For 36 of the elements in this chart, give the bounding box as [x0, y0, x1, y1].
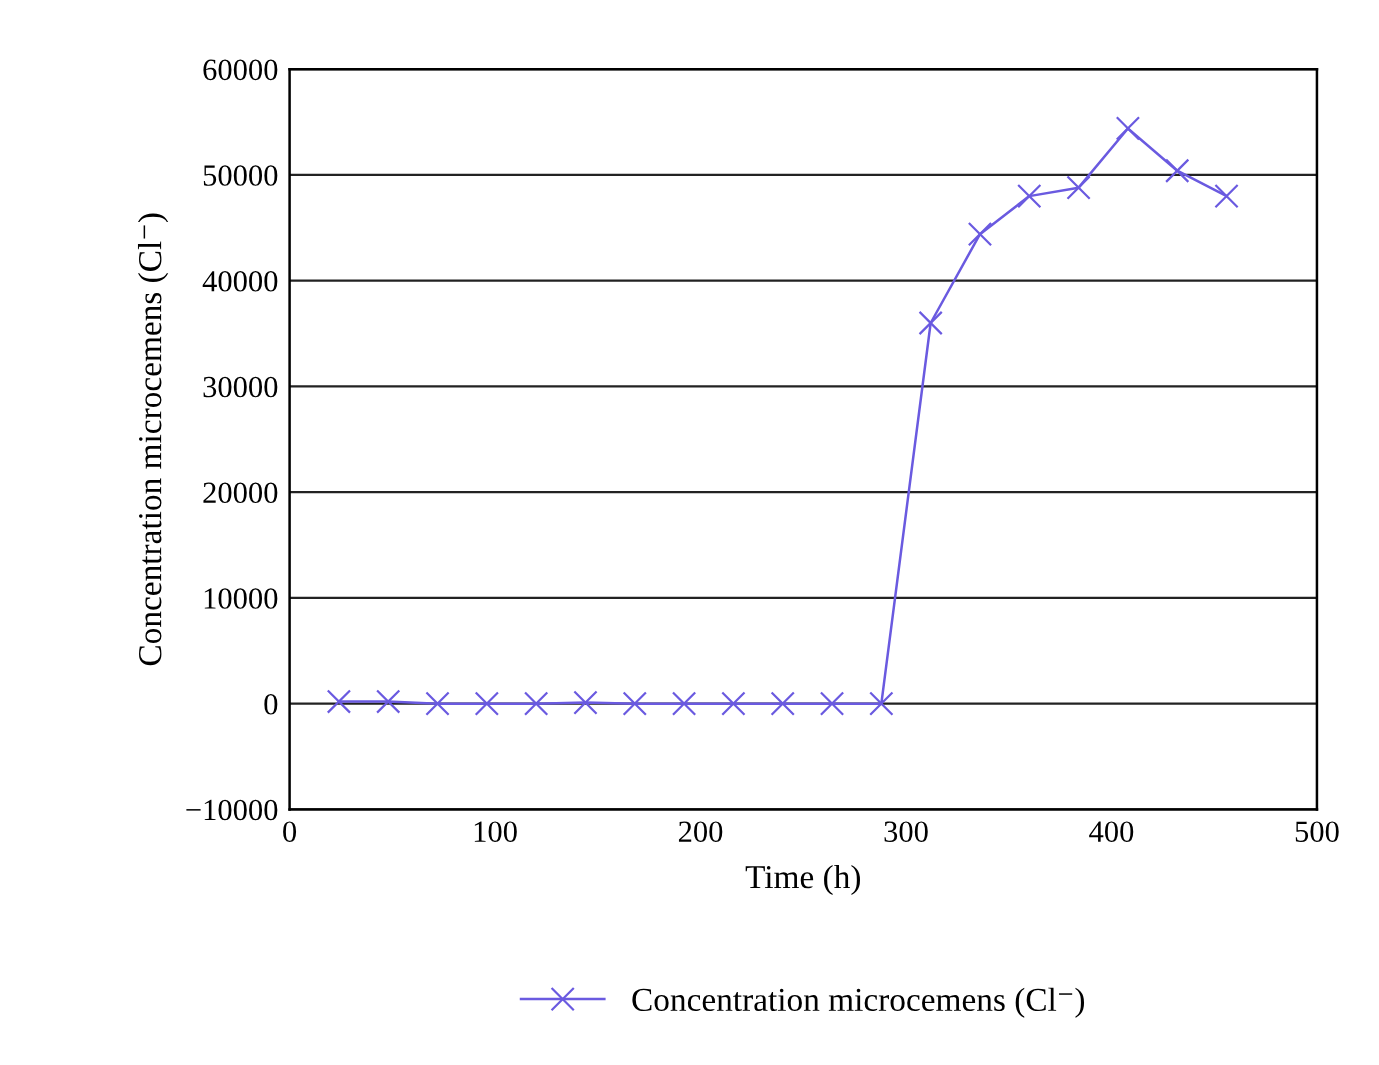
- point: [1214, 183, 1239, 209]
- point: [573, 690, 598, 715]
- x-tick-label: 400: [1089, 821, 1134, 843]
- point: [1165, 158, 1190, 183]
- y-tick-label: −10000: [186, 799, 278, 821]
- y-tick-label: 0: [264, 693, 278, 715]
- x-tick-label: 100: [474, 821, 517, 843]
- x-tick-label: 200: [678, 821, 723, 843]
- y-tick-label: 60000: [203, 59, 278, 81]
- point: [1017, 183, 1042, 209]
- point: [869, 691, 894, 716]
- point: [326, 689, 352, 714]
- y-tick-label: 40000: [202, 270, 278, 292]
- y-tick-label: 50000: [203, 165, 278, 186]
- point: [523, 691, 549, 716]
- point: [425, 691, 450, 716]
- y-axis-title: Concentration microcemens (Cl⁻): [137, 213, 169, 666]
- point: [1066, 175, 1091, 200]
- y-tick-label: 20000: [203, 482, 278, 504]
- x-axis-title: Time (h): [745, 864, 860, 896]
- point: [474, 691, 500, 716]
- point: [967, 221, 993, 247]
- x-tick-label: 500: [1295, 821, 1339, 843]
- y-tick-label: 30000: [203, 376, 278, 398]
- point: [770, 691, 795, 716]
- x-tick-label: 300: [884, 821, 928, 843]
- y-tick-label: 10000: [204, 588, 278, 609]
- point: [721, 691, 746, 716]
- point: [819, 691, 845, 716]
- point: [671, 691, 697, 716]
- point: [1115, 116, 1141, 141]
- point: [918, 310, 943, 336]
- legend-label: Concentration microcemens (Cl⁻): [632, 987, 1085, 1018]
- point: [622, 691, 647, 716]
- x-tick-label: 0: [283, 821, 297, 843]
- point: [376, 689, 401, 714]
